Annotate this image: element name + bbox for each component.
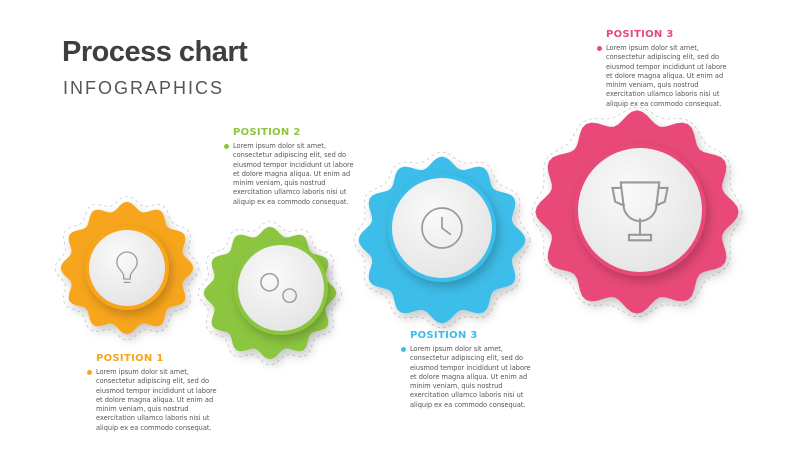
step-2-text: POSITION 2 Lorem ipsum dolor sit amet, con… bbox=[224, 127, 383, 207]
description-line: et dolore magna aliqua. Ut enim ad bbox=[233, 169, 351, 178]
step-3-badge bbox=[353, 151, 531, 329]
description-line: aliquip ex ea commodo consequat. bbox=[96, 423, 212, 432]
bullet-dot bbox=[87, 370, 92, 375]
step-3-title: POSITION 3 bbox=[410, 330, 478, 341]
description-line: Lorem ipsum dolor sit amet, bbox=[233, 142, 326, 150]
bullet-dot bbox=[401, 347, 406, 352]
description-line: consectetur adipiscing elit, sed do bbox=[233, 151, 347, 160]
description-line: consectetur adipiscing elit, sed do bbox=[96, 377, 210, 386]
description-line: eiusmod tempor incididunt ut labore bbox=[233, 160, 354, 169]
bullet-dot bbox=[597, 46, 602, 51]
lightbulb-icon bbox=[116, 251, 138, 283]
description-line: consectetur adipiscing elit, sed do bbox=[606, 53, 720, 62]
description-line: aliquip ex ea commodo consequat. bbox=[410, 400, 526, 409]
inner-circle bbox=[89, 230, 165, 306]
step-4-title: POSITION 3 bbox=[606, 29, 674, 40]
description-line: et dolore magna aliqua. Ut enim ad bbox=[410, 372, 528, 381]
description-line: et dolore magna aliqua. Ut enim ad bbox=[606, 71, 724, 80]
page-title: Process chart bbox=[62, 36, 248, 68]
page-subtitle: INFOGRAPHICS bbox=[63, 78, 225, 98]
description-line: minim veniam, quis nostrud bbox=[233, 179, 326, 188]
step-1-text: POSITION 1 Lorem ipsum dolor sit amet, con… bbox=[87, 353, 246, 433]
dashed-outline bbox=[197, 220, 343, 366]
inner-circle bbox=[238, 245, 324, 331]
description-line: eiusmod tempor incididunt ut labore bbox=[606, 62, 727, 71]
step-2-title: POSITION 2 bbox=[233, 127, 301, 138]
description-line: aliquip ex ea commodo consequat. bbox=[606, 99, 722, 108]
description-line: minim veniam, quis nostrud bbox=[96, 405, 189, 414]
step-2-badge bbox=[197, 220, 343, 366]
dashed-outline bbox=[353, 151, 531, 329]
description-line: eiusmod tempor incididunt ut labore bbox=[410, 363, 531, 372]
description-line: aliquip ex ea commodo consequat. bbox=[233, 197, 349, 206]
trophy-icon bbox=[611, 181, 669, 242]
description-line: exercitation ullamco laboris nisi ut bbox=[233, 188, 347, 197]
description-line: et dolore magna aliqua. Ut enim ad bbox=[96, 395, 214, 404]
description-line: Lorem ipsum dolor sit amet, bbox=[410, 345, 503, 353]
step-1-title: POSITION 1 bbox=[96, 353, 164, 364]
description-line: exercitation ullamco laboris nisi ut bbox=[606, 90, 720, 99]
step-3-text: POSITION 3 Lorem ipsum dolor sit amet, con… bbox=[401, 330, 560, 410]
description-line: minim veniam, quis nostrud bbox=[606, 81, 699, 90]
bullet-dot bbox=[224, 144, 229, 149]
step-4-badge bbox=[531, 106, 743, 318]
step-4-text: POSITION 3 Lorem ipsum dolor sit amet, con… bbox=[597, 29, 756, 109]
description-line: Lorem ipsum dolor sit amet, bbox=[606, 44, 699, 52]
gears-icon bbox=[260, 272, 298, 304]
dashed-outline bbox=[54, 195, 200, 341]
description-line: exercitation ullamco laboris nisi ut bbox=[96, 414, 210, 423]
description-line: exercitation ullamco laboris nisi ut bbox=[410, 391, 524, 400]
description-line: eiusmod tempor incididunt ut labore bbox=[96, 386, 217, 395]
description-line: consectetur adipiscing elit, sed do bbox=[410, 354, 524, 363]
step-1-badge bbox=[54, 195, 200, 341]
description-line: minim veniam, quis nostrud bbox=[410, 382, 503, 391]
description-line: Lorem ipsum dolor sit amet, bbox=[96, 368, 189, 376]
clock-icon bbox=[421, 207, 463, 249]
inner-circle bbox=[578, 148, 702, 272]
